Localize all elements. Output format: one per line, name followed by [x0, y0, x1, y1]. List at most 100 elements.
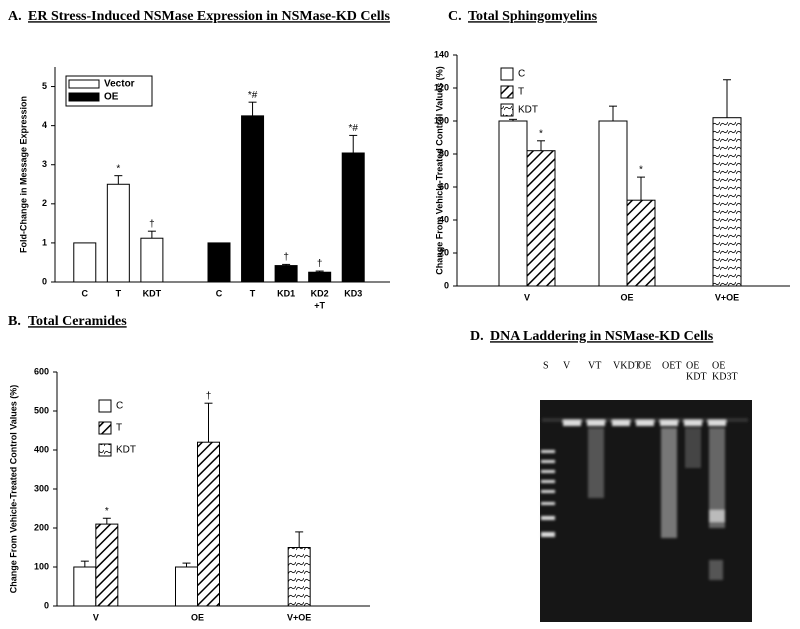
x-tick-label: V+OE	[715, 292, 739, 302]
bar	[207, 242, 231, 283]
y-tick-label: 40	[439, 214, 449, 224]
error-bar	[147, 230, 156, 239]
error-bar	[509, 118, 517, 121]
error-bar	[182, 562, 191, 567]
y-tick-label: 5	[42, 81, 47, 91]
x-tick-label: KDT	[143, 288, 162, 298]
error-bar	[315, 270, 324, 273]
y-tick-label: 120	[434, 82, 449, 92]
x-tick-label: T	[116, 288, 122, 298]
bar	[308, 271, 332, 283]
legend-label: KDT	[116, 445, 136, 456]
y-axis-label: Fold-Change in Message Expression	[18, 96, 28, 253]
x-tick-label: KD2	[311, 288, 329, 298]
significance-marker: *	[116, 163, 120, 174]
x-tick-label: C	[82, 288, 89, 298]
lane-label: KDT	[686, 371, 707, 382]
y-tick-label: 80	[439, 148, 449, 158]
y-tick-label: 2	[42, 198, 47, 208]
bar	[526, 150, 556, 287]
bar	[626, 199, 656, 287]
y-axis-label: Change From Vehicle-Treated Control Valu…	[434, 66, 444, 275]
x-tick-label: OE	[191, 612, 204, 622]
lane-label: V	[563, 360, 571, 371]
error-bar	[80, 560, 89, 567]
error-bar	[102, 517, 111, 525]
legend-swatch	[500, 85, 514, 99]
lane-label: VT	[588, 360, 601, 371]
error-bar	[295, 531, 304, 548]
y-tick-label: 20	[439, 247, 449, 257]
y-tick-label: 300	[34, 483, 49, 493]
significance-marker: †	[283, 252, 289, 263]
panel-label: C.	[448, 9, 462, 24]
y-tick-label: 200	[34, 522, 49, 532]
y-tick-label: 500	[34, 405, 49, 415]
panel-label: A.	[8, 9, 22, 24]
x-tick-label: V+OE	[287, 612, 311, 622]
y-tick-label: 1	[42, 237, 47, 247]
x-tick-label: V	[93, 612, 99, 622]
x-tick-label: KD1	[277, 288, 295, 298]
significance-marker: *	[539, 128, 543, 139]
legend-label: T	[518, 87, 524, 98]
y-tick-label: 100	[434, 115, 449, 125]
y-tick-label: 0	[444, 280, 449, 290]
lane-label: OE	[712, 360, 725, 371]
lane-label: OET	[662, 360, 681, 371]
significance-marker: *	[639, 165, 643, 176]
panel-title: ER Stress-Induced NSMase Expression in N…	[28, 9, 391, 24]
error-bar	[723, 79, 731, 118]
x-annotation: +T	[314, 300, 325, 310]
y-tick-label: 60	[439, 181, 449, 191]
significance-marker: *#	[248, 90, 258, 101]
x-tick-label: KD3	[344, 288, 362, 298]
bar	[175, 566, 198, 607]
x-tick-label: V	[524, 292, 530, 302]
significance-marker: †	[149, 219, 155, 230]
bar	[106, 183, 130, 283]
lane-label: S	[543, 360, 549, 371]
y-tick-label: 4	[42, 120, 47, 130]
bar	[95, 523, 119, 607]
error-bar	[248, 101, 257, 116]
bar	[287, 547, 311, 607]
legend-swatch	[68, 79, 100, 89]
bar	[712, 117, 742, 287]
bar	[274, 265, 298, 283]
y-tick-label: 0	[42, 276, 47, 286]
error-bar	[282, 263, 291, 266]
y-tick-label: 100	[34, 561, 49, 571]
bar	[140, 237, 164, 283]
lane-label: OE	[638, 360, 651, 371]
error-bar	[349, 134, 358, 153]
bar	[498, 120, 528, 287]
y-axis-label: Change From Vehicle-Treated Control Valu…	[8, 385, 18, 594]
error-bar	[204, 402, 213, 443]
legend-swatch	[98, 443, 112, 457]
lane-label: OE	[686, 360, 699, 371]
significance-marker: *	[105, 506, 109, 517]
bar	[341, 152, 365, 283]
panel-title: Total Ceramides	[28, 314, 127, 329]
panel-title: DNA Laddering in NSMase-KD Cells	[490, 329, 714, 344]
legend-swatch	[500, 103, 514, 117]
legend-label: OE	[104, 92, 119, 103]
error-bar	[114, 175, 123, 185]
legend-label: C	[518, 69, 525, 80]
significance-marker: †	[317, 259, 323, 270]
significance-marker: *#	[348, 123, 358, 134]
bar	[598, 120, 628, 287]
legend-label: C	[116, 401, 123, 412]
panel-label: B.	[8, 314, 21, 329]
error-bar	[537, 140, 545, 151]
y-tick-label: 600	[34, 366, 49, 376]
legend-swatch	[98, 399, 112, 413]
lane-label: KD3T	[712, 371, 738, 382]
lane-label: VKDT	[613, 360, 641, 371]
y-tick-label: 0	[44, 600, 49, 610]
error-bar	[637, 176, 645, 201]
bar	[73, 566, 97, 607]
y-tick-label: 3	[42, 159, 47, 169]
